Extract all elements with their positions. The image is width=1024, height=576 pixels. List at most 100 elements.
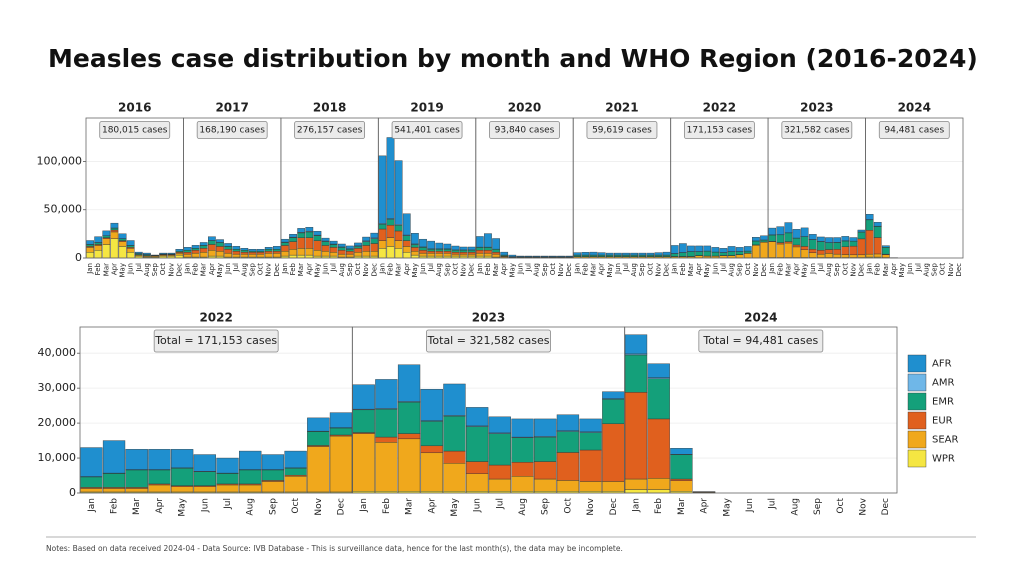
bar-segment xyxy=(443,249,452,252)
x-tick-label: Jul xyxy=(232,263,240,273)
bar-segment xyxy=(297,232,306,238)
x-tick-label: Dec xyxy=(857,263,865,277)
bar-segment xyxy=(134,251,143,254)
bar-segment xyxy=(289,254,297,259)
bar-segment xyxy=(354,246,362,249)
x-tick-label: Oct xyxy=(744,263,752,275)
bar-segment xyxy=(435,251,444,254)
bar-segment xyxy=(687,245,695,252)
bar-segment xyxy=(307,417,330,432)
x-tick-label: Jan xyxy=(768,263,776,275)
total-label: 541,401 cases xyxy=(394,126,460,136)
bar-segment xyxy=(484,233,492,248)
x-tick-label: Aug xyxy=(246,498,256,516)
total-box xyxy=(426,329,551,353)
facet-frame xyxy=(183,117,282,259)
bar-segment xyxy=(420,452,443,492)
bar-segment xyxy=(281,245,289,252)
bar-segment xyxy=(881,247,890,255)
bar-segment xyxy=(654,254,663,257)
x-tick-label: Mar xyxy=(492,263,500,276)
bar-segment xyxy=(402,246,411,253)
bar-segment xyxy=(638,254,647,257)
bar-segment xyxy=(118,238,127,241)
bar-segment xyxy=(419,247,427,251)
legend-swatch xyxy=(907,449,927,468)
total-label: 93,840 cases xyxy=(495,126,555,136)
x-tick-label: Feb xyxy=(289,262,297,275)
bar-segment xyxy=(354,242,362,247)
total-box xyxy=(153,329,279,353)
bar-segment xyxy=(102,235,111,238)
facet-label: 2022 xyxy=(703,101,736,115)
bar-segment xyxy=(419,252,427,257)
bar-segment xyxy=(297,237,306,249)
bar-segment xyxy=(647,363,670,378)
bar-segment xyxy=(467,252,476,255)
bar-segment xyxy=(394,160,403,225)
x-tick-label: Sep xyxy=(268,498,278,515)
bar-segment xyxy=(248,253,257,258)
bar-segment xyxy=(451,253,460,257)
bar-segment xyxy=(281,242,289,246)
x-tick-label: Jan xyxy=(671,263,679,275)
x-tick-label: Sep xyxy=(443,262,451,276)
bar-segment xyxy=(624,354,648,393)
bar-segment xyxy=(475,250,484,254)
x-tick-label: Jul xyxy=(914,263,922,273)
bar-segment xyxy=(511,437,534,463)
bar-segment xyxy=(297,254,306,259)
bar-segment xyxy=(337,250,346,255)
bar-segment xyxy=(102,238,111,245)
x-tick-label: Aug xyxy=(143,263,151,277)
legend-swatch xyxy=(907,354,927,373)
x-tick-label: Feb xyxy=(581,262,589,275)
bar-segment xyxy=(110,229,119,233)
x-tick-label: Jul xyxy=(330,263,338,273)
bar-segment xyxy=(191,250,200,254)
bar-segment xyxy=(289,237,297,242)
bar-segment xyxy=(475,236,484,248)
bar-segment xyxy=(573,254,582,257)
bar-segment xyxy=(638,252,647,256)
x-tick-label: Dec xyxy=(468,263,476,277)
bar-segment xyxy=(420,445,443,454)
bar-segment xyxy=(784,222,793,233)
bar-segment xyxy=(451,252,460,255)
bar-segment xyxy=(375,436,398,443)
bar-segment xyxy=(297,248,306,256)
bar-segment xyxy=(849,254,858,258)
total-label: Total = 321,582 cases xyxy=(427,334,550,347)
bar-segment xyxy=(362,251,371,257)
bar-segment xyxy=(232,246,241,250)
x-tick-label: Mar xyxy=(882,263,890,276)
bar-segment xyxy=(776,234,785,243)
bar-segment xyxy=(602,399,625,425)
bar-segment xyxy=(488,416,511,434)
bar-segment xyxy=(467,253,476,257)
x-tick-label: Jan xyxy=(359,498,369,513)
bar-segment xyxy=(272,252,281,258)
bar-segment xyxy=(622,254,630,257)
bar-segment xyxy=(394,248,403,259)
bar-segment xyxy=(605,254,614,257)
bar-segment xyxy=(792,244,801,248)
bar-segment xyxy=(488,464,511,480)
bar-segment xyxy=(589,251,598,256)
x-tick-label: Feb xyxy=(94,262,102,275)
bar-segment xyxy=(125,488,148,493)
bar-segment xyxy=(857,254,866,258)
bar-segment xyxy=(386,246,395,259)
bar-segment xyxy=(199,245,208,249)
bar-segment xyxy=(143,252,151,255)
x-tick-label: Jul xyxy=(427,263,435,273)
x-tick-label: Dec xyxy=(609,498,619,515)
bar-segment xyxy=(833,237,841,243)
bar-segment xyxy=(126,240,135,246)
x-tick-label: Mar xyxy=(677,498,687,515)
bar-segment xyxy=(337,243,346,248)
bar-segment xyxy=(534,418,557,437)
x-tick-label: Oct xyxy=(291,498,301,514)
bar-segment xyxy=(534,436,557,462)
bar-segment xyxy=(602,423,625,482)
